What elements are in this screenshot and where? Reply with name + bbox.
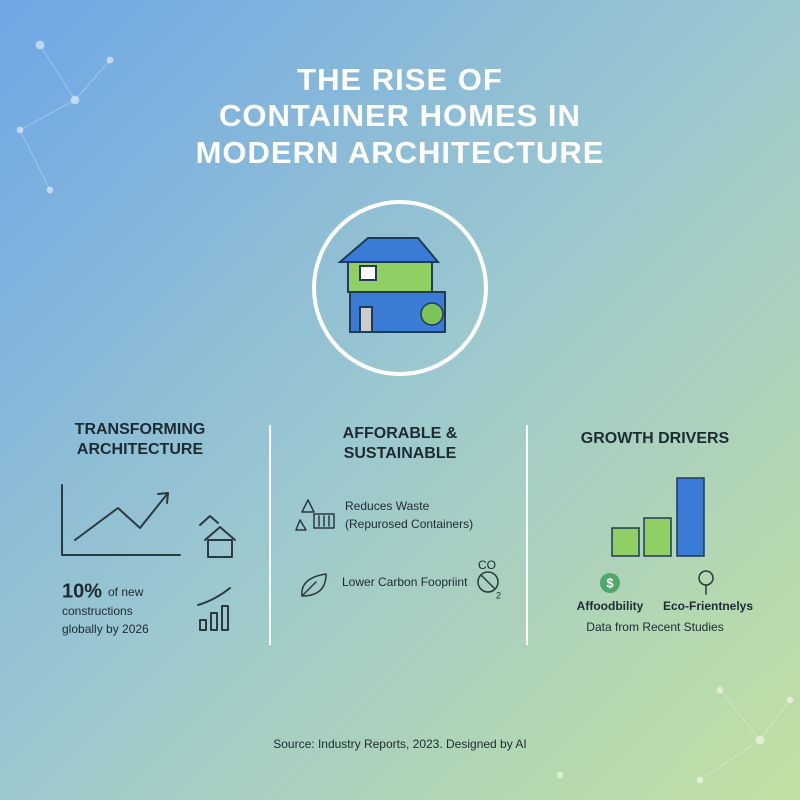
section-heading: GROWTH DRIVERS [581, 430, 730, 447]
section-heading: AFFORABLE & [343, 425, 458, 442]
title-line: THE RISE OF [297, 62, 503, 97]
icon-text: $ [606, 575, 614, 590]
stat-text: globally by 2026 [62, 622, 149, 636]
leaf-icon [301, 573, 327, 597]
dollar-icon [600, 573, 620, 593]
house-icon [312, 200, 488, 376]
stat-text: of new [108, 585, 144, 599]
stat: 10% [62, 580, 102, 602]
icon-text: CO [478, 558, 496, 572]
footer: Source: Industry Reports, 2023. Designed… [273, 737, 526, 751]
title-line: CONTAINER HOMES IN [219, 98, 581, 133]
recycle-icon [295, 499, 335, 531]
network-decoration [16, 40, 794, 784]
tree-icon [698, 570, 714, 595]
item-text: Lower Carbon Foopriint [342, 575, 468, 589]
driver-label: Affoodbility [577, 599, 644, 613]
item-text: Reduces Waste [345, 499, 430, 513]
section-heading: ARCHITECTURE [77, 441, 204, 458]
title-line: MODERN ARCHITECTURE [196, 135, 605, 170]
section-heading: SUSTAINABLE [344, 445, 457, 462]
section-heading: TRANSFORMING [75, 421, 206, 438]
bars-icon [611, 477, 705, 557]
growth-chart-icon [61, 484, 236, 631]
stat-text: constructions [62, 604, 133, 618]
co2-icon: CO 2 [477, 558, 501, 600]
note: Data from Recent Studies [586, 620, 723, 634]
icon-text: 2 [496, 590, 501, 600]
item-text: (Repurosed Containers) [345, 517, 473, 531]
driver-label: Eco-Frientnelys [663, 599, 753, 613]
